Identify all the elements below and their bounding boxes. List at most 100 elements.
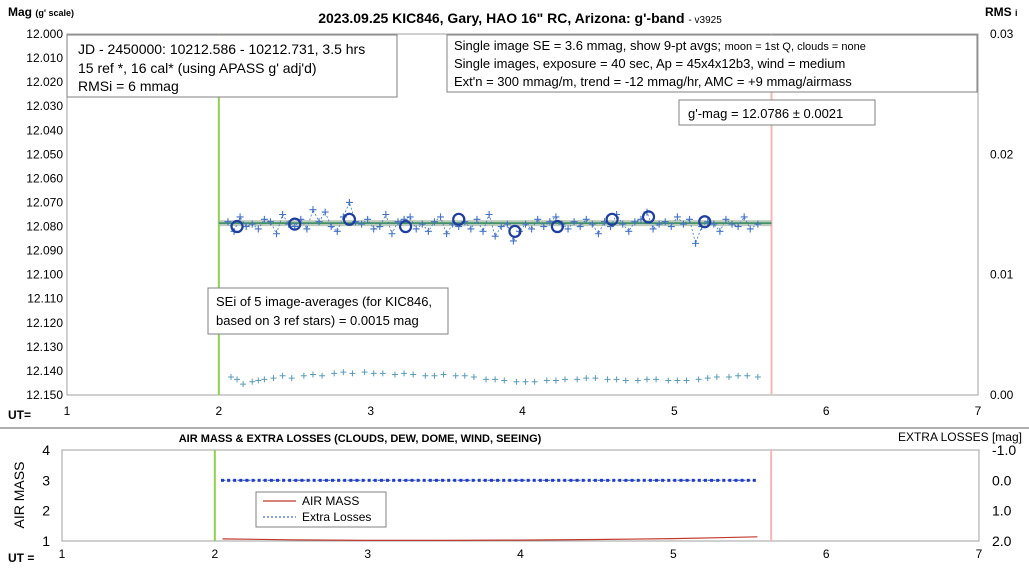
bottom-y2-tick-label: -1.0	[992, 442, 1016, 458]
extra-loss-point	[300, 478, 304, 482]
extra-loss-point	[404, 478, 408, 482]
extra-loss-point	[679, 478, 683, 482]
extra-loss-point	[710, 478, 714, 482]
data-point	[740, 213, 748, 221]
extra-loss-point	[697, 478, 701, 482]
data-point	[321, 208, 329, 216]
y-tick-label: 12.120	[26, 316, 63, 330]
extra-loss-point	[551, 478, 555, 482]
y-tick-label: 12.010	[26, 51, 63, 65]
rms-point	[440, 371, 447, 378]
y2-axis-label: RMS i	[985, 5, 1018, 19]
extra-loss-point	[471, 478, 475, 482]
extra-loss-point	[538, 478, 542, 482]
info-box-left: JD - 2450000: 10212.586 - 10212.731, 3.5…	[66, 34, 398, 98]
data-point	[248, 220, 256, 228]
extra-loss-point	[386, 478, 390, 482]
extra-loss-point	[233, 478, 237, 482]
extra-loss-point	[392, 478, 396, 482]
extra-loss-point	[728, 478, 732, 482]
data-point	[631, 218, 639, 226]
rms-point	[634, 377, 641, 384]
rms-point	[370, 370, 377, 377]
raw-points	[224, 198, 762, 247]
extra-loss-point	[312, 478, 316, 482]
data-point	[242, 223, 250, 231]
bottom-x-tick-label: 2	[211, 547, 218, 561]
bottom-y-tick-label: 2	[42, 503, 50, 519]
rms-point	[270, 375, 277, 382]
legend-airmass-label: AIR MASS	[302, 494, 359, 508]
y-tick-label: 12.020	[26, 75, 63, 89]
extra-loss-point	[324, 478, 328, 482]
legend-frame	[255, 491, 387, 528]
top-x-axis-label: UT=	[8, 408, 31, 422]
data-point	[467, 225, 475, 233]
y2-tick-label: 0.00	[990, 388, 1014, 402]
extra-loss-point	[245, 478, 249, 482]
extra-loss-point	[318, 478, 322, 482]
extra-loss-point	[361, 478, 365, 482]
extra-loss-point	[447, 478, 451, 482]
rms-point	[501, 377, 508, 384]
rms-point	[604, 376, 611, 383]
sei-box-line-2: based on 3 ref stars) = 0.0015 mag	[216, 313, 419, 328]
rms-point	[735, 372, 742, 379]
data-point	[540, 223, 548, 231]
y-tick-label: 12.050	[26, 147, 63, 161]
rms-point	[361, 369, 368, 376]
bottom-x-tick-label: 6	[823, 547, 830, 561]
extra-loss-point	[563, 478, 567, 482]
data-point	[734, 223, 742, 231]
rms-point	[470, 373, 477, 380]
y-tick-label: 12.100	[26, 268, 63, 282]
data-point	[509, 237, 517, 245]
extra-loss-point	[575, 478, 579, 482]
data-point	[522, 220, 530, 228]
data-point	[394, 218, 402, 226]
extra-loss-point	[251, 478, 255, 482]
data-point	[430, 218, 438, 226]
data-point	[728, 220, 736, 228]
y-axis-label-sub: (g' scale)	[35, 8, 74, 18]
extra-loss-point	[477, 478, 481, 482]
bottom-y2-axis-label: EXTRA LOSSES [mag]	[898, 430, 1022, 444]
extra-loss-point	[691, 478, 695, 482]
raw-points-connector	[227, 201, 759, 245]
extra-loss-point	[306, 478, 310, 482]
extra-loss-point	[349, 478, 353, 482]
info-box-right-line-3: Ext'n = 300 mmag/m, trend = -12 mmag/hr,…	[454, 74, 852, 89]
extra-loss-point	[398, 478, 402, 482]
data-point	[424, 227, 432, 235]
rms-point	[288, 375, 295, 382]
extra-loss-point	[441, 478, 445, 482]
data-point	[625, 227, 633, 235]
rms-points	[227, 369, 761, 388]
bottom-x-tick-label: 5	[670, 547, 677, 561]
data-point	[503, 220, 511, 228]
data-point	[473, 215, 481, 223]
data-point	[443, 230, 451, 238]
extra-loss-point	[343, 478, 347, 482]
extra-loss-point	[275, 478, 279, 482]
extra-loss-point	[642, 478, 646, 482]
y-tick-label: 12.060	[26, 171, 63, 185]
rms-point	[713, 373, 720, 380]
rms-point	[240, 381, 247, 388]
sei-box-frame	[207, 287, 449, 335]
extra-loss-point	[410, 478, 414, 482]
y2-axis-label-main: RMS	[985, 5, 1012, 19]
extra-loss-point	[587, 478, 591, 482]
airmass-line	[222, 536, 758, 542]
data-point	[661, 218, 669, 226]
data-point	[497, 223, 505, 231]
rms-point	[674, 377, 681, 384]
extra-loss-point	[716, 478, 720, 482]
data-point	[236, 213, 244, 221]
data-point	[716, 227, 724, 235]
extra-loss-point	[514, 478, 518, 482]
data-point	[358, 220, 366, 228]
rms-point	[300, 372, 307, 379]
extra-loss-point	[489, 478, 493, 482]
extra-loss-point	[373, 478, 377, 482]
